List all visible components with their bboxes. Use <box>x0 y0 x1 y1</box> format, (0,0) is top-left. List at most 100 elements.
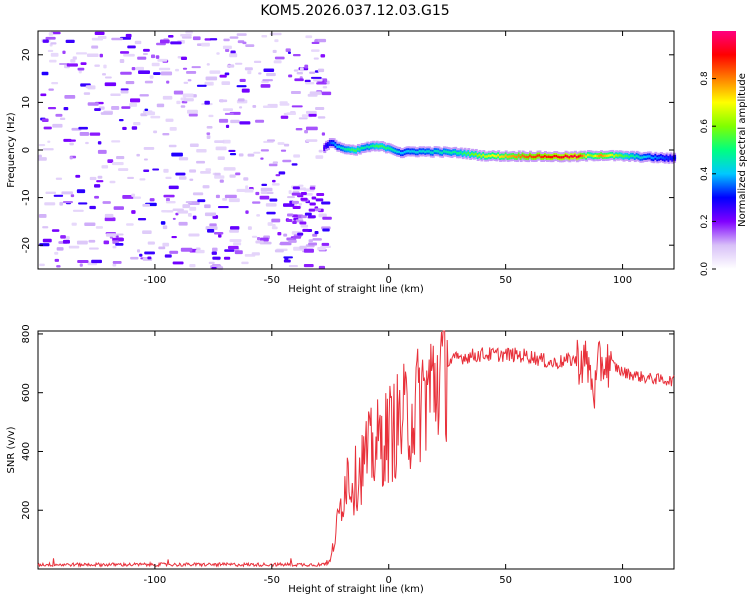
ridge-core <box>452 150 456 154</box>
spectrogram-cell <box>316 193 325 197</box>
spectrogram-cell <box>298 202 303 206</box>
spectrogram-cell <box>168 144 177 148</box>
ridge-core <box>558 156 562 159</box>
spectrogram-cell <box>191 66 201 69</box>
spectrogram-cell <box>97 149 107 154</box>
spectrogram-cell <box>60 235 66 239</box>
ridge-core <box>450 151 454 155</box>
spectrogram-cell <box>262 79 273 82</box>
ridge-core <box>364 146 368 149</box>
spectrogram-cell <box>135 66 145 71</box>
spectrogram-cell <box>229 36 239 39</box>
spectrogram-cell <box>272 49 277 54</box>
ridge-core <box>667 157 671 161</box>
spectrogram-cell <box>160 71 173 76</box>
spectrogram-cell <box>51 229 60 232</box>
spectrogram-cell <box>321 132 326 136</box>
ridge-core <box>413 150 417 153</box>
spectrogram-cell <box>122 126 127 131</box>
snr-x-label: Height of straight line (km) <box>288 584 424 595</box>
spectrogram-cell <box>204 100 210 105</box>
spectrogram-cell <box>288 265 298 268</box>
spectrogram-cell <box>94 108 101 112</box>
spectrogram-cell <box>315 155 324 159</box>
spectrogram-cell <box>143 147 155 150</box>
spectrogram-cell <box>170 41 182 45</box>
spectrogram-cell <box>291 214 298 218</box>
spectrogram-cell <box>244 188 254 193</box>
spectrogram-cell <box>89 205 96 210</box>
spectrogram-cell <box>94 184 101 188</box>
ridge-core <box>401 151 405 155</box>
ridge-core <box>428 150 432 153</box>
spectrogram-cell <box>102 73 107 76</box>
spectrogram-cell <box>279 101 288 104</box>
spectrogram-cell <box>273 60 282 64</box>
spectrogram-x-ticks: -100 -50 0 50 100 <box>144 31 632 286</box>
ridge-core <box>514 155 518 159</box>
spectrogram-cell <box>206 63 210 66</box>
x-tick-label: -50 <box>264 575 280 586</box>
ridge-core <box>564 154 568 157</box>
spectrogram-cell <box>125 81 135 85</box>
ridge-core <box>631 154 635 158</box>
spectrogram-cell <box>89 132 101 136</box>
ridge-core <box>555 154 559 158</box>
spectrogram-cell <box>176 100 181 105</box>
ridge-core <box>360 146 364 150</box>
ridge-core <box>334 143 338 147</box>
spectrogram-cell <box>51 81 59 85</box>
spectrogram-cell <box>165 200 176 204</box>
spectrogram-cell <box>110 93 121 97</box>
ridge-core <box>523 155 527 158</box>
spectrogram-cell <box>213 231 224 235</box>
x-tick-label: 0 <box>386 575 392 586</box>
spectrogram-cell <box>291 105 303 108</box>
spectrogram-cell <box>293 154 301 158</box>
spectrogram-cell <box>308 215 316 219</box>
spectrogram-cell <box>252 201 261 204</box>
spectrogram-cell <box>318 213 327 218</box>
spectrogram-cell <box>204 204 211 209</box>
spectrogram-cell <box>305 139 318 142</box>
spectrogram-cell <box>38 154 42 158</box>
spectrogram-cell <box>292 186 300 190</box>
spectrogram-cell <box>305 126 318 131</box>
ridge-core <box>557 155 561 159</box>
spectrogram-cell <box>310 49 320 52</box>
ridge-core <box>543 154 547 158</box>
spectrogram-cell <box>208 114 214 118</box>
spectrogram-cell <box>274 249 284 253</box>
spectrogram-cell <box>38 213 47 218</box>
ridge-core <box>444 150 448 153</box>
spectrogram-cell <box>129 98 141 103</box>
spectrogram-cell <box>207 228 215 233</box>
spectrogram-cell <box>315 198 324 202</box>
spectrogram-cell <box>310 76 322 79</box>
spectrogram-cell <box>54 258 60 262</box>
spectrogram-cell <box>147 256 152 260</box>
colorbar-tick-label: 0.6 <box>700 119 710 134</box>
spectrogram-cell <box>40 93 47 97</box>
spectrogram-cell <box>78 202 88 205</box>
spectrogram-cell <box>159 39 170 44</box>
spectrogram-cell <box>162 95 173 100</box>
ridge-core <box>338 145 342 148</box>
ridge-core <box>609 153 613 157</box>
spectrogram-cell <box>131 210 136 214</box>
spectrogram-cell <box>291 200 299 204</box>
ridge-core <box>441 151 445 155</box>
spectrogram-cell <box>247 226 252 230</box>
spectrogram-cell <box>112 263 117 267</box>
spectrogram-cell <box>140 113 148 117</box>
spectrogram-cell <box>143 48 150 52</box>
spectrogram-cell <box>230 50 236 55</box>
spectrogram-cell <box>47 107 57 110</box>
spectrogram-cell <box>133 121 141 126</box>
spectrogram-cell <box>41 71 49 76</box>
ridge-core <box>467 151 471 155</box>
ridge-core <box>583 154 587 157</box>
spectrogram-cell <box>42 238 52 243</box>
ridge-core <box>403 150 407 154</box>
ridge-core <box>362 146 366 150</box>
